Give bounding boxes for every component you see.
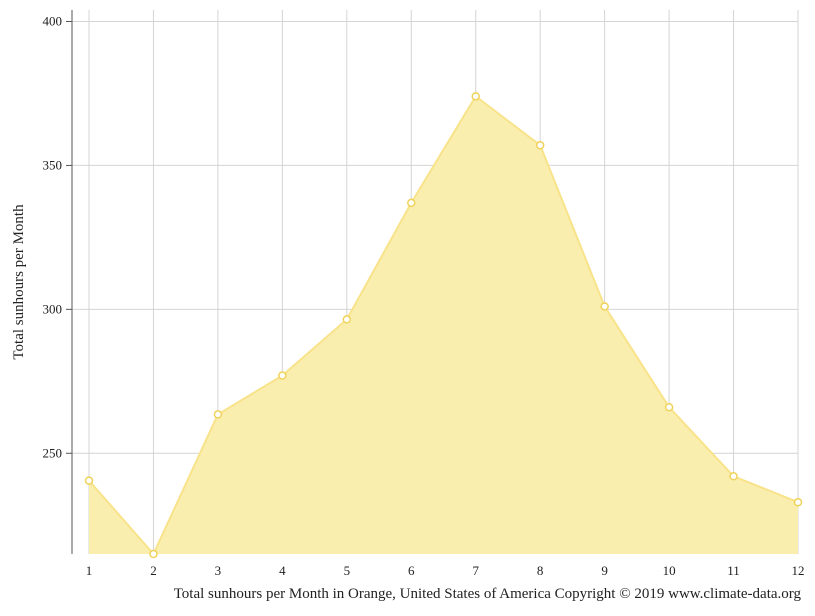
- x-tick-label-7: 7: [472, 563, 479, 578]
- y-tick-label-400: 400: [43, 14, 63, 29]
- data-point-2: [149, 549, 158, 559]
- x-tick-label-2: 2: [150, 563, 157, 578]
- data-point-3: [213, 410, 223, 419]
- area-series: [88, 94, 799, 556]
- x-tick-label-12: 12: [792, 563, 805, 578]
- x-tick-label-8: 8: [537, 563, 544, 578]
- y-axis-title: Total sunhours per Month: [11, 204, 27, 360]
- data-point-4: [278, 371, 287, 380]
- data-point-10: [664, 402, 674, 412]
- data-points: [84, 92, 803, 559]
- area-fill: [89, 96, 798, 554]
- chart-caption: Total sunhours per Month in Orange, Unit…: [174, 586, 802, 602]
- y-tick-label-350: 350: [43, 157, 63, 172]
- data-point-1: [84, 476, 94, 485]
- x-tick-label-6: 6: [408, 563, 415, 578]
- x-tick-label-5: 5: [344, 563, 351, 578]
- y-tick-label-250: 250: [43, 445, 63, 460]
- x-tick-label-11: 11: [727, 563, 740, 578]
- x-tick-label-1: 1: [86, 563, 93, 578]
- y-ticks: 250 300 350 400: [43, 14, 72, 460]
- data-point-8: [535, 141, 545, 150]
- data-point-9: [600, 302, 609, 311]
- y-tick-label-300: 300: [43, 301, 63, 316]
- data-point-7: [471, 92, 480, 101]
- data-point-11: [729, 472, 738, 481]
- x-ticks: 1 2 3 4 5 6 7 8 9 10 11 12: [86, 563, 805, 578]
- x-tick-label-3: 3: [215, 563, 222, 578]
- area-line: [88, 94, 799, 556]
- x-tick-label-10: 10: [663, 563, 676, 578]
- x-tick-label-9: 9: [601, 563, 608, 578]
- data-point-6: [407, 198, 416, 208]
- x-tick-label-4: 4: [279, 563, 286, 578]
- data-point-5: [342, 315, 352, 324]
- data-point-12: [793, 497, 803, 507]
